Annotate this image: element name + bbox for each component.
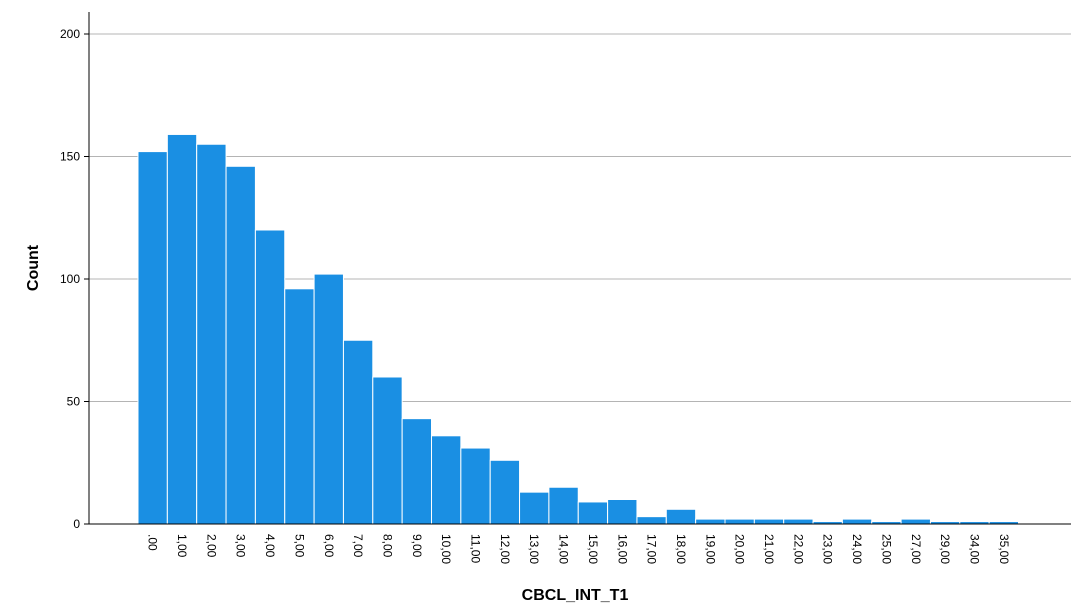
x-tick-label: .00 — [146, 534, 160, 551]
x-tick-label: 14,00 — [557, 534, 571, 564]
y-tick-label: 0 — [73, 517, 80, 531]
bar — [841, 518, 873, 525]
x-tick-label: 23,00 — [821, 534, 835, 564]
bar — [489, 459, 521, 525]
bar — [724, 518, 755, 525]
x-tick-label: 21,00 — [762, 534, 776, 564]
x-tick-label: 11,00 — [469, 534, 483, 563]
axes — [84, 12, 1071, 525]
y-tick-label: 150 — [60, 150, 80, 164]
bar — [519, 491, 550, 525]
x-tick-label: 4,00 — [263, 534, 277, 558]
x-tick-label: 22,00 — [791, 534, 805, 564]
bar — [254, 229, 286, 525]
bar — [636, 516, 667, 525]
bar — [607, 499, 638, 525]
x-tick-label: 27,00 — [909, 534, 923, 564]
x-tick-labels: .00 1,00 2,00 3,00 4,00 5,00 6,00 7,00 8,00 9,00 1… — [146, 534, 1011, 564]
x-tick-label: 15,00 — [586, 534, 600, 564]
bar — [665, 508, 697, 525]
x-axis-title: CBCL_INT_T1 — [522, 587, 629, 604]
x-tick-label: 1,00 — [175, 534, 189, 558]
bar — [225, 165, 256, 525]
bar — [577, 501, 609, 525]
bar — [431, 435, 462, 525]
x-tick-label: 12,00 — [498, 534, 512, 564]
x-tick-label: 35,00 — [997, 534, 1011, 564]
x-tick-label: 6,00 — [322, 534, 336, 558]
bar — [695, 518, 726, 525]
x-tick-label: 24,00 — [850, 534, 864, 564]
bars — [137, 133, 1020, 525]
y-tick-labels: 0 50 100 150 200 — [60, 27, 80, 531]
y-tick-label: 100 — [60, 272, 80, 286]
x-tick-label: 29,00 — [938, 534, 952, 564]
x-tick-label: 10,00 — [439, 534, 453, 564]
bar — [460, 447, 491, 525]
y-tick-label: 50 — [67, 395, 81, 409]
bar — [313, 273, 344, 525]
x-tick-label: 13,00 — [527, 534, 541, 564]
bar — [548, 486, 579, 525]
x-tick-label: 17,00 — [645, 534, 659, 564]
x-tick-label: 19,00 — [703, 534, 717, 564]
bar — [753, 518, 785, 525]
x-tick-label: 7,00 — [351, 534, 365, 558]
x-tick-label: 25,00 — [879, 534, 893, 564]
bar — [284, 288, 315, 525]
bar — [900, 518, 931, 525]
bar — [137, 151, 168, 525]
bar — [196, 143, 227, 525]
x-tick-label: 20,00 — [733, 534, 747, 564]
x-tick-label: 2,00 — [204, 534, 218, 558]
bar — [783, 518, 814, 525]
bar — [342, 339, 374, 525]
y-tick-label: 200 — [60, 27, 80, 41]
x-tick-label: 8,00 — [380, 534, 394, 558]
x-tick-label: 34,00 — [967, 534, 981, 564]
x-tick-label: 9,00 — [410, 534, 424, 558]
bar — [372, 376, 403, 525]
x-tick-label: 16,00 — [615, 534, 629, 564]
x-tick-label: 3,00 — [234, 534, 248, 558]
bar — [166, 133, 198, 525]
x-tick-label: 18,00 — [674, 534, 688, 564]
y-axis-title: Count — [25, 244, 42, 291]
x-tick-label: 5,00 — [292, 534, 306, 558]
bar — [401, 418, 432, 525]
